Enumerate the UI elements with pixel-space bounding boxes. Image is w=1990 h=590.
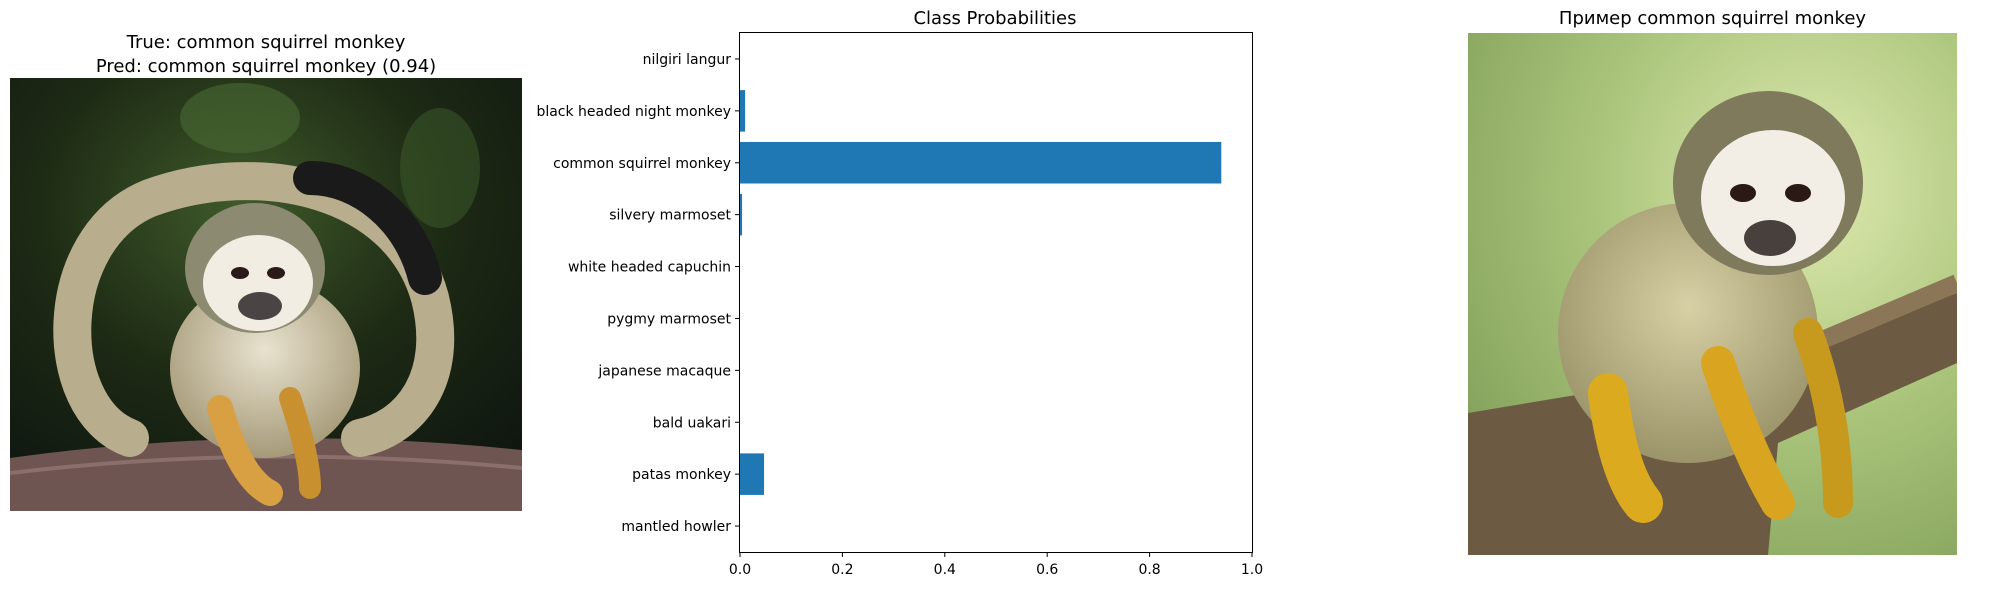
bars-layer	[740, 90, 1222, 495]
y-tick-label: white headed capuchin	[568, 260, 731, 276]
y-tick-label: silvery marmoset	[609, 208, 731, 224]
left-title: True: common squirrel monkey Pred: commo…	[10, 31, 522, 79]
x-axis: 0.0 0.2 0.4 0.6 0.8 1.0	[729, 552, 1263, 578]
y-tick-label: pygmy marmoset	[607, 311, 731, 327]
bar-black-headed-night-monkey	[740, 90, 746, 132]
y-axis: nilgiri langur black headed night monkey c…	[536, 52, 740, 535]
y-tick-label: nilgiri langur	[643, 52, 732, 68]
x-tick-label: 0.4	[934, 562, 956, 578]
example-title: Пример common squirrel monkey	[1558, 8, 1867, 29]
x-tick-label: 0.8	[1138, 562, 1160, 578]
x-tick-label: 1.0	[1241, 562, 1263, 578]
y-tick-label: patas monkey	[632, 467, 731, 483]
y-tick-label: japanese macaque	[597, 363, 731, 379]
sample-photo-predicted	[10, 78, 522, 511]
x-tick-label: 0.2	[831, 562, 853, 578]
y-tick-label: black headed night monkey	[536, 104, 731, 120]
chart-title: Class Probabilities	[913, 8, 1076, 29]
bar-silvery-marmoset	[740, 193, 743, 236]
y-tick-label: common squirrel monkey	[553, 156, 731, 172]
true-label: True: common squirrel monkey	[126, 32, 406, 53]
plot-frame	[739, 32, 1253, 553]
pred-label: Pred: common squirrel monkey (0.94)	[95, 56, 437, 77]
sample-photo-example	[1468, 33, 1957, 555]
x-tick-label: 0.0	[729, 562, 751, 578]
y-tick-label: mantled howler	[621, 519, 731, 535]
bar-patas-monkey	[740, 453, 765, 495]
x-tick-label: 0.6	[1036, 562, 1058, 578]
y-tick-label: bald uakari	[653, 415, 731, 431]
bar-common-squirrel-monkey	[740, 141, 1222, 184]
